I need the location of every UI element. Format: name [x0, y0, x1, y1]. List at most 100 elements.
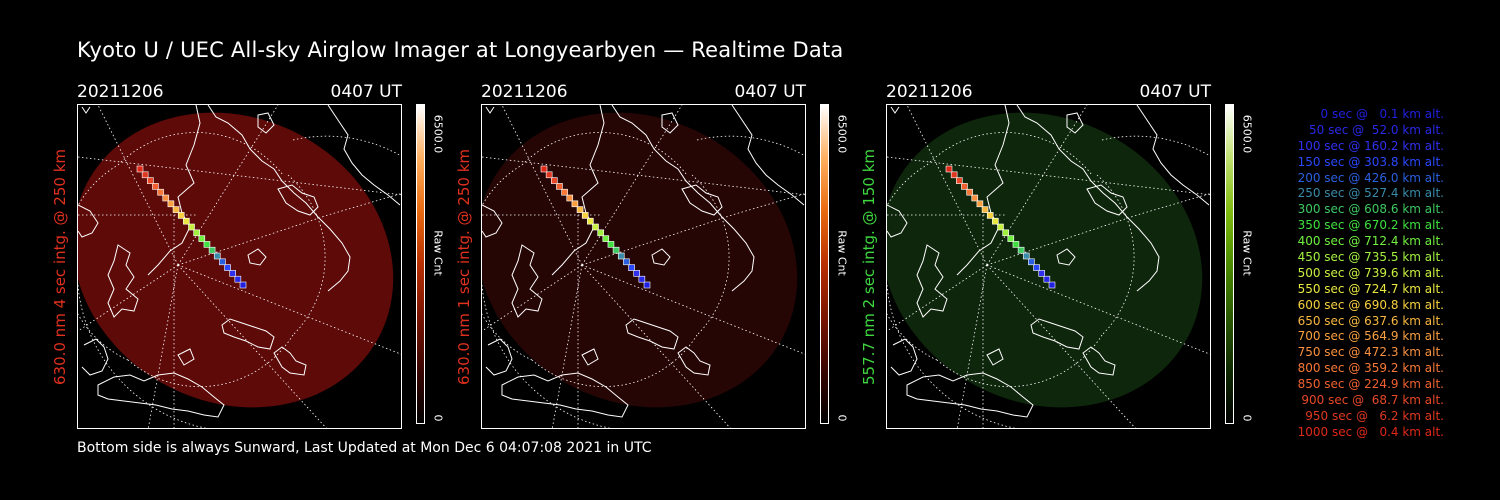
track-point [986, 212, 994, 219]
colorbar-max-label: 6500.0 [431, 114, 445, 154]
grid-line [906, 105, 988, 266]
grid-line [117, 132, 284, 176]
track-point [1007, 235, 1015, 242]
grid-line [887, 156, 1210, 196]
panel-ylabel-text: 630.0 nm 4 sec intg. @ 250 km [51, 148, 69, 385]
airglow-emission-region [887, 112, 1203, 408]
coastline [501, 372, 629, 418]
track-point [945, 165, 953, 173]
track-point [628, 264, 635, 271]
coastline [551, 105, 605, 276]
grid-line [926, 132, 1093, 176]
legend-row: 700 sec @ 564.9 km alt. [1297, 329, 1444, 344]
track-point [556, 183, 563, 190]
track-point [545, 171, 553, 179]
track-point [561, 188, 568, 196]
track-point [157, 188, 164, 196]
panel-ylabel-text: 630.0 nm 1 sec intg. @ 250 km [455, 148, 473, 385]
track-point [208, 246, 216, 254]
airglow-emission-region [482, 112, 798, 408]
coastline [511, 244, 543, 318]
grid-line [696, 135, 805, 157]
panel-date: 20211206 [481, 82, 568, 102]
track-legend: 0 sec @ 0.1 km alt. 50 sec @ 52.0 km alt.… [1262, 107, 1444, 441]
coastline [273, 346, 307, 376]
grid-line [581, 264, 805, 355]
panel-ylabel-text: 557.7 nm 2 sec intg. @ 150 km [860, 148, 878, 385]
grid-line [501, 105, 583, 266]
coastline [257, 112, 275, 134]
grid-line [1096, 174, 1135, 336]
grid-line [521, 132, 688, 176]
colorbar-max-label: 6500.0 [835, 114, 849, 154]
coastline [485, 338, 513, 376]
coastline [221, 318, 275, 350]
track-point [172, 206, 180, 213]
legend-row: 550 sec @ 724.7 km alt. [1297, 281, 1444, 296]
track-point [203, 241, 211, 248]
track-point [1028, 258, 1035, 266]
coastline [1030, 318, 1084, 350]
allsky-map-svg [887, 105, 1210, 428]
track-point [1043, 275, 1051, 283]
coastline [327, 105, 401, 206]
coastline [731, 105, 805, 206]
legend-row: 800 sec @ 359.2 km alt. [1297, 361, 1444, 376]
coastline [107, 244, 139, 318]
track-point [162, 194, 170, 202]
track-point [971, 194, 979, 202]
allsky-map-svg [482, 105, 805, 428]
legend-row: 900 sec @ 68.7 km alt. [1301, 393, 1444, 408]
grid-line [177, 193, 401, 266]
track-point [188, 223, 195, 231]
colorbar-min-label: 0 [1240, 414, 1254, 422]
track-point [239, 281, 247, 289]
coastline [651, 248, 671, 266]
track-point [224, 264, 231, 271]
coastline [986, 348, 1004, 366]
colorbar-unit-label: Raw Cnt [835, 230, 849, 276]
coastline [956, 105, 1010, 276]
coastline [177, 348, 195, 366]
grid-line [986, 105, 1088, 266]
legend-row: 100 sec @ 160.2 km alt. [1297, 138, 1444, 153]
colorbar-min-label: 0 [835, 414, 849, 422]
coastline [1066, 112, 1084, 134]
coastline [1056, 248, 1076, 266]
grid-line [1101, 135, 1210, 157]
grid-line [177, 264, 401, 355]
track-point [602, 235, 610, 242]
track-point [643, 281, 651, 289]
grid-line [177, 264, 327, 428]
airglow-panel-3: 20211206 0407 UT 557.7 nm 2 sec intg. @ 15… [860, 78, 1296, 438]
legend-row: 350 sec @ 670.2 km alt. [1297, 218, 1444, 233]
coastline [81, 338, 109, 376]
panel-ylabel: 630.0 nm 4 sec intg. @ 250 km [49, 104, 71, 429]
legend-row: 50 sec @ 52.0 km alt. [1309, 122, 1444, 137]
colorbar [820, 104, 829, 424]
track-point [597, 229, 604, 237]
legend-row: 950 sec @ 6.2 km alt. [1305, 408, 1444, 423]
track-point [633, 270, 640, 277]
grid-line [986, 264, 1210, 355]
track-point [997, 223, 1004, 231]
grid-line [581, 264, 731, 428]
legend-row: 250 sec @ 527.4 km alt. [1297, 186, 1444, 201]
track-point [1048, 281, 1056, 289]
legend-row: 600 sec @ 690.8 km alt. [1297, 297, 1444, 312]
allsky-map-svg [78, 105, 401, 428]
colorbar [416, 104, 425, 424]
allsky-image [77, 104, 402, 429]
grid-line [482, 156, 805, 196]
track-point [152, 183, 159, 190]
track-point [612, 246, 620, 254]
track-point [992, 217, 999, 225]
track-point [213, 252, 221, 260]
coastline [611, 105, 755, 292]
coastline [247, 248, 267, 266]
track-point [1002, 229, 1009, 237]
coastline [890, 338, 918, 376]
north-marker-icon [81, 106, 91, 114]
legend-row: 750 sec @ 472.3 km alt. [1297, 345, 1444, 360]
track-point [576, 206, 584, 213]
